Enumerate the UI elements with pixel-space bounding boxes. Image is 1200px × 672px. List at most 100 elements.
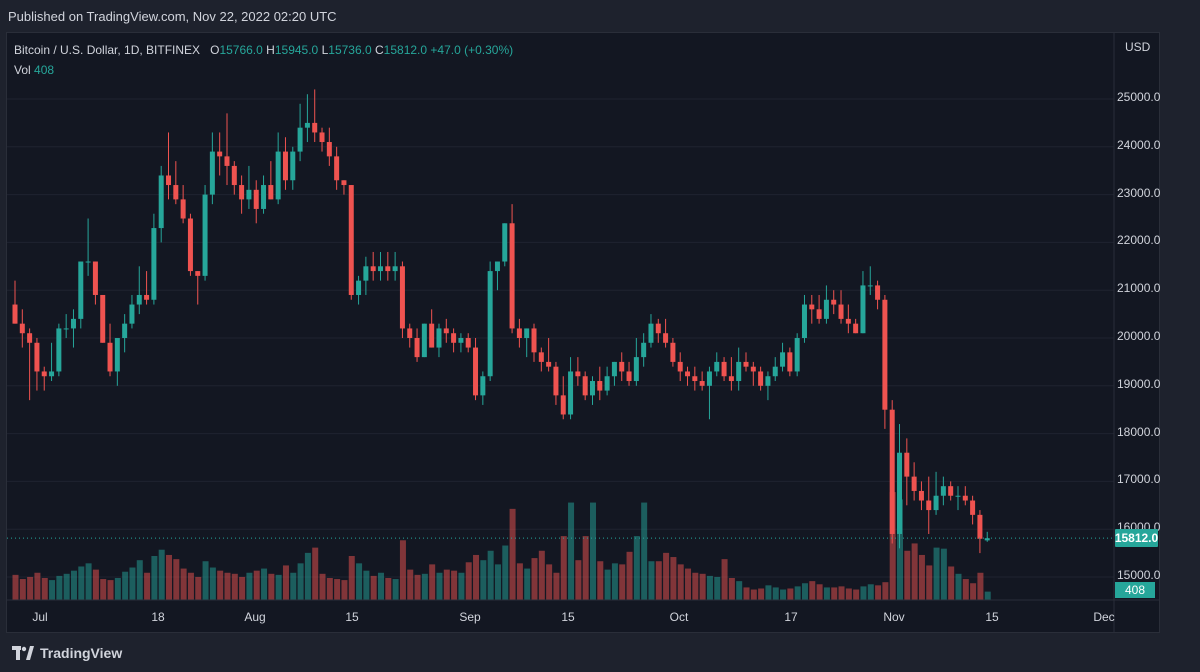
candle xyxy=(875,280,881,310)
volume-bar xyxy=(494,564,501,600)
candle-body xyxy=(765,376,771,386)
candle xyxy=(911,462,917,501)
candle-body xyxy=(699,381,705,386)
candle xyxy=(290,146,296,190)
volume-bar xyxy=(524,568,531,600)
currency-label[interactable]: USD xyxy=(1125,40,1151,54)
volume-bar xyxy=(655,561,662,600)
volume-bar xyxy=(407,569,414,600)
candle-body xyxy=(12,304,18,324)
ohlc-row: Bitcoin / U.S. Dollar, 1D, BITFINEX O157… xyxy=(14,40,513,60)
footer-bar: TradingView xyxy=(0,633,1200,672)
volume-bar xyxy=(560,536,567,600)
candle xyxy=(816,294,822,324)
candle xyxy=(626,361,632,386)
volume-bar xyxy=(19,579,26,600)
volume-bar xyxy=(911,543,918,600)
candle-body xyxy=(655,323,661,334)
price-tick-label: 22000.0 xyxy=(1117,233,1161,248)
candle-body xyxy=(984,538,990,541)
candle-body xyxy=(721,361,727,377)
volume-bar xyxy=(451,570,458,600)
candle xyxy=(107,323,113,377)
candle-body xyxy=(480,376,486,396)
candle xyxy=(202,185,208,281)
candle-body xyxy=(231,165,237,186)
volume-bar xyxy=(531,558,538,600)
candle xyxy=(151,213,157,305)
candle-body xyxy=(977,514,983,539)
candle xyxy=(677,352,683,382)
candle-body xyxy=(597,381,603,391)
volume-bar xyxy=(78,566,85,600)
volume-bar xyxy=(341,580,348,600)
volume-bar xyxy=(356,563,363,600)
candle-body xyxy=(875,285,881,300)
time-axis: Jul 18 Aug 15 Sep 15 Oct 17 Nov 15 Dec xyxy=(32,610,1114,624)
candle-body xyxy=(319,132,325,143)
candle xyxy=(721,357,727,382)
candle-body xyxy=(129,304,135,324)
candle-body xyxy=(70,318,76,329)
volume-value: 408 xyxy=(34,63,55,77)
candle-body xyxy=(531,328,537,353)
price-tick-label: 19000.0 xyxy=(1117,376,1161,391)
volume-bar xyxy=(546,564,553,600)
volume-bar xyxy=(246,572,253,600)
price-tick-label: 21000.0 xyxy=(1117,281,1161,296)
candle-body xyxy=(546,361,552,367)
candle xyxy=(948,481,954,501)
price-tick-label: 15000.0 xyxy=(1117,568,1161,582)
current-price-tag: 15812.0 xyxy=(1114,529,1159,547)
candle xyxy=(801,294,807,343)
candle xyxy=(19,309,25,348)
volume-bar xyxy=(27,576,34,600)
candle xyxy=(100,294,106,343)
candle-body xyxy=(670,342,676,362)
volume-bar xyxy=(85,563,92,600)
price-tick-label: 25000.0 xyxy=(1117,90,1161,104)
candle-body xyxy=(904,452,910,477)
candle xyxy=(728,357,734,391)
candle xyxy=(589,376,595,405)
volume-bar xyxy=(261,568,268,600)
candle-body xyxy=(509,223,515,329)
candle xyxy=(231,161,237,195)
volume-bar xyxy=(304,552,311,600)
candle xyxy=(853,318,859,334)
volume-label[interactable]: Vol xyxy=(14,63,31,77)
candle-body xyxy=(582,376,588,396)
candle xyxy=(904,438,910,506)
candle-body xyxy=(217,151,223,157)
candle xyxy=(363,256,369,295)
candle xyxy=(356,275,362,305)
candle-body xyxy=(787,352,793,372)
candle xyxy=(399,261,405,338)
candle xyxy=(473,338,479,401)
volume-bar xyxy=(948,566,955,600)
brand-name[interactable]: TradingView xyxy=(40,644,123,661)
candle-body xyxy=(195,271,201,276)
candlestick-chart[interactable]: Jul 18 Aug 15 Sep 15 Oct 17 Nov 15 Dec xyxy=(7,33,1160,633)
volume-bar xyxy=(823,587,830,600)
volume-bar xyxy=(480,560,487,600)
candle xyxy=(34,338,40,391)
volume-bar xyxy=(809,581,816,600)
candle-body xyxy=(743,361,749,367)
volume-bar xyxy=(699,573,706,600)
volume-bar xyxy=(940,548,947,600)
candle-body xyxy=(100,294,106,343)
volume-bar xyxy=(195,576,202,600)
candle xyxy=(319,127,325,152)
candle xyxy=(451,328,457,353)
symbol-name[interactable]: Bitcoin / U.S. Dollar, 1D, BITFINEX xyxy=(14,43,201,57)
candle-body xyxy=(604,376,610,391)
chart-panel[interactable]: Jul 18 Aug 15 Sep 15 Oct 17 Nov 15 Dec xyxy=(6,32,1160,633)
time-tick-label: Oct xyxy=(670,610,689,624)
candle-body xyxy=(56,328,62,372)
candle xyxy=(889,400,895,544)
candle-body xyxy=(19,323,25,334)
candle xyxy=(516,318,522,348)
candle-body xyxy=(224,156,230,166)
candle-body xyxy=(297,127,303,152)
